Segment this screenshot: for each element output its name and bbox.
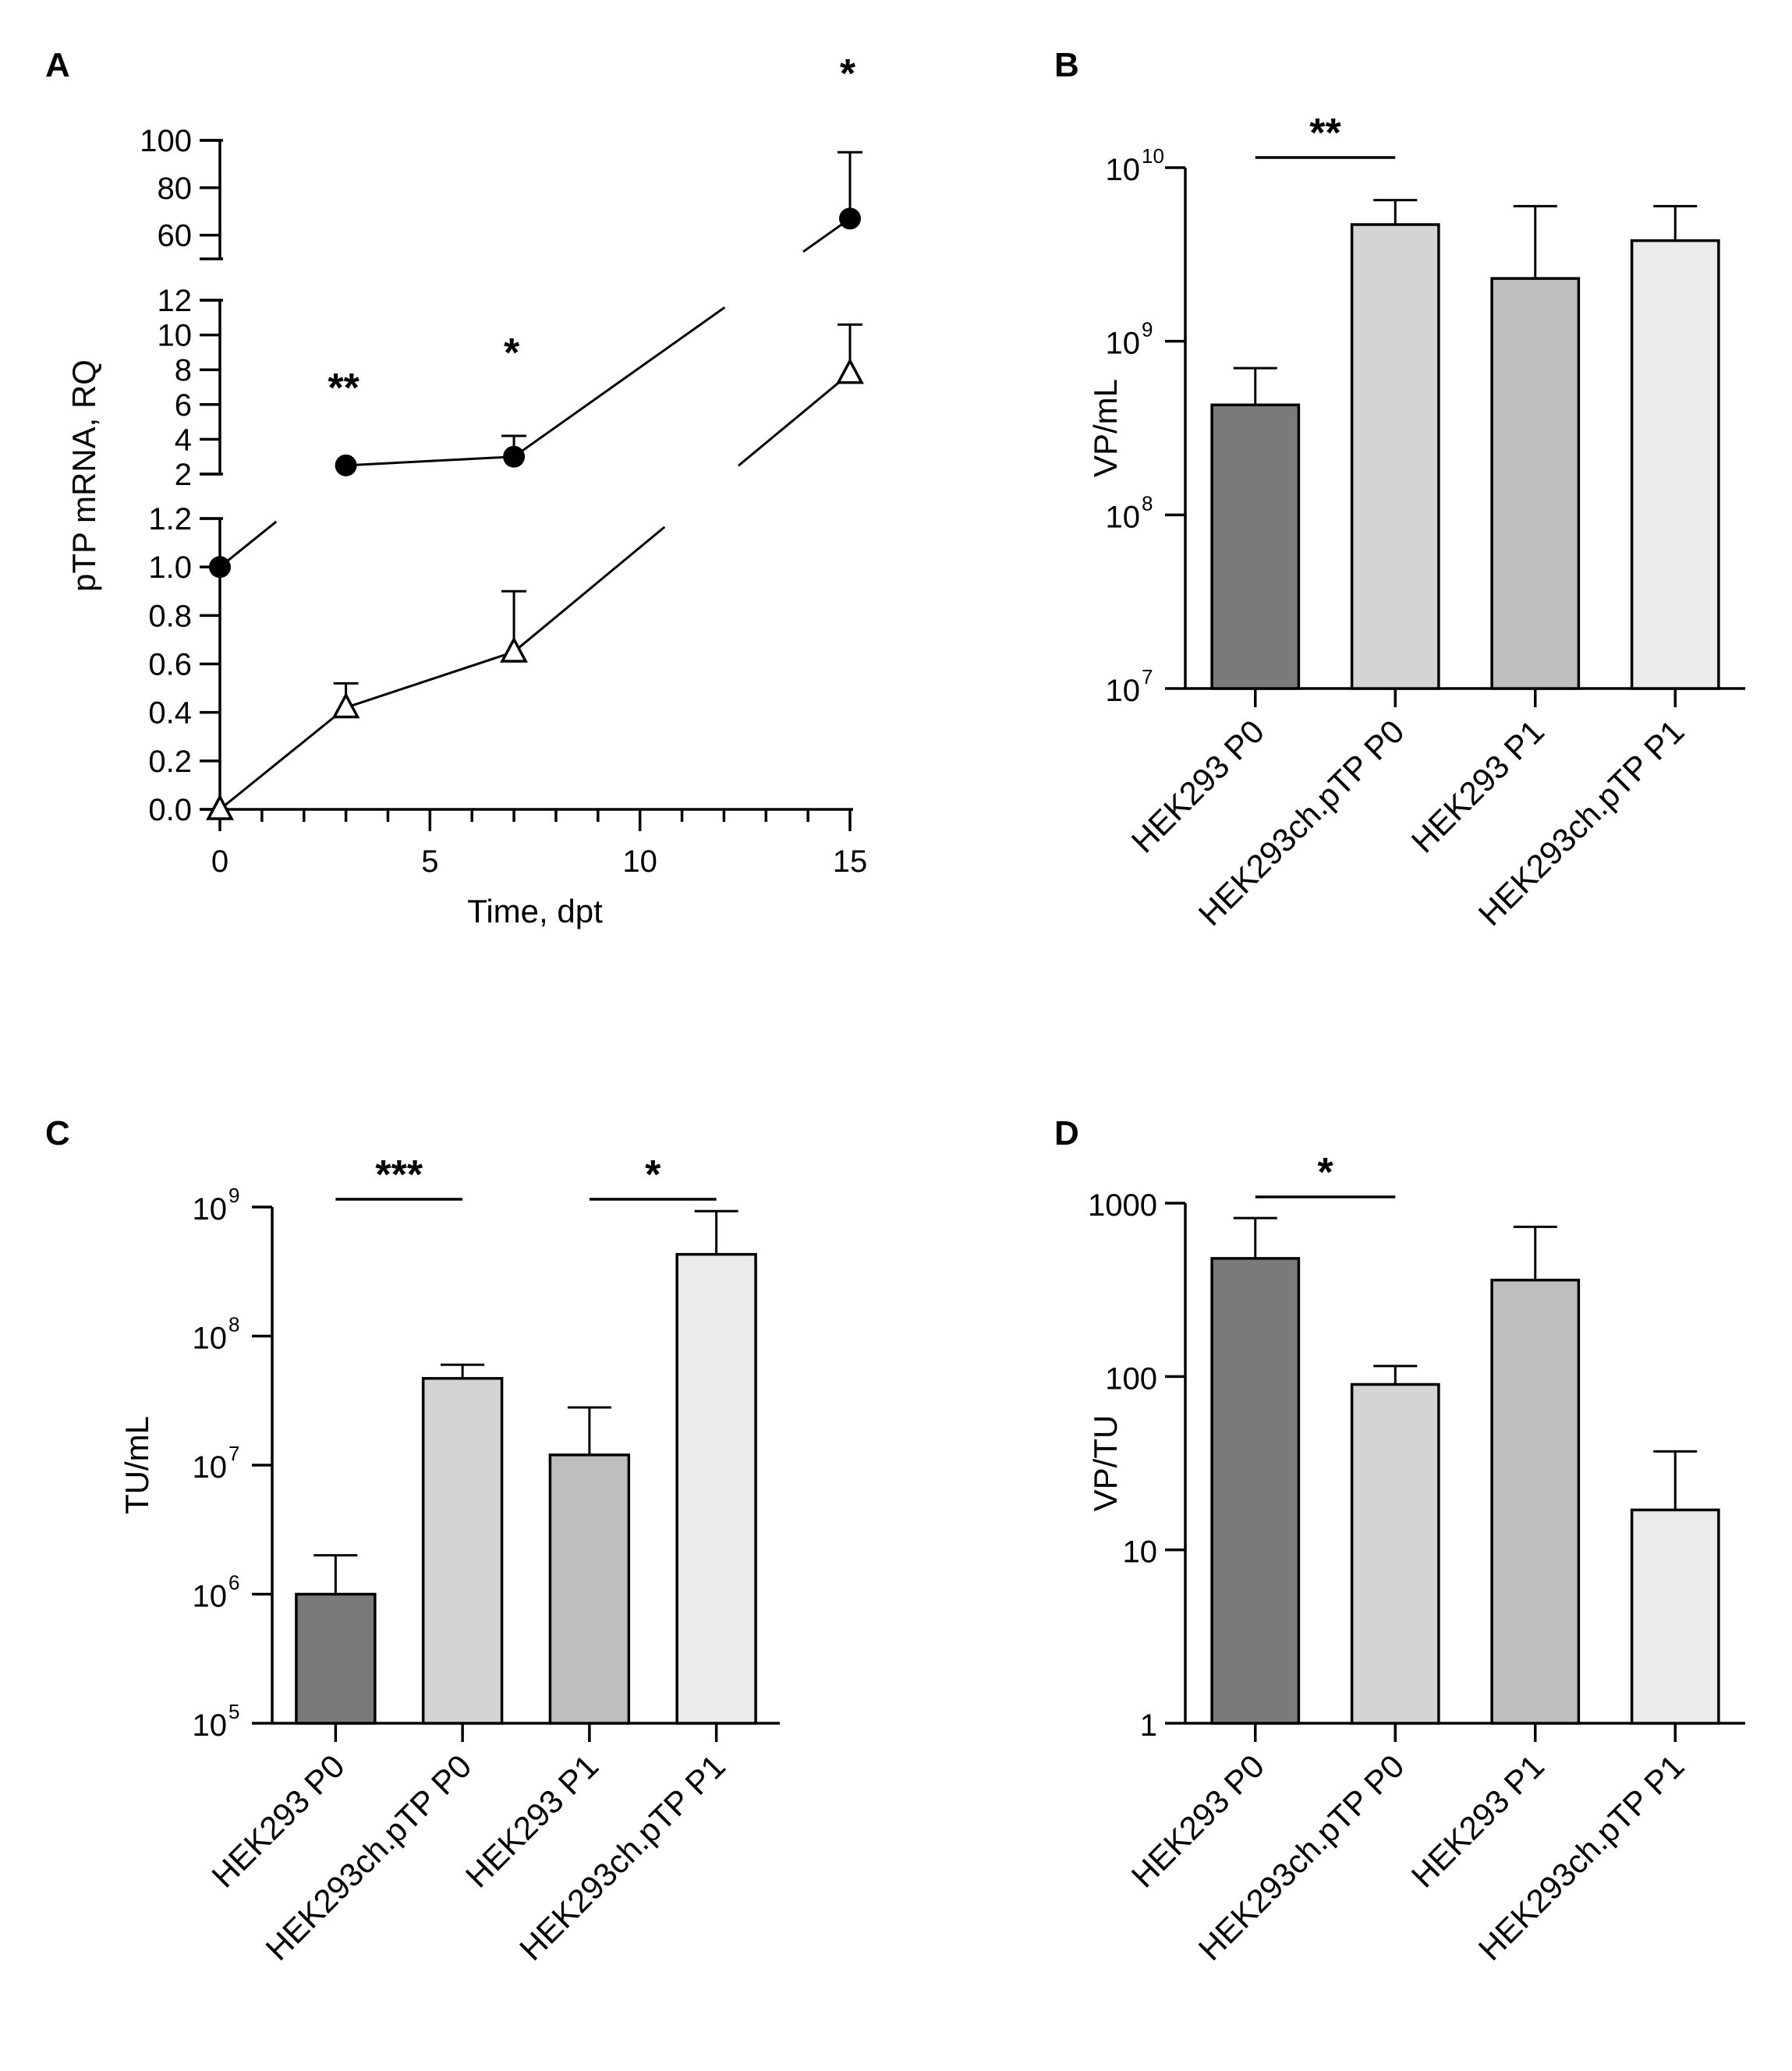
significance-stars: ** [1309,111,1341,156]
y-tick-label: 100 [1105,1361,1157,1396]
y-tick-exponent: 6 [228,1571,239,1595]
x-tick-label: 10 [622,844,657,879]
y-tick-label: 10 [1106,327,1141,361]
bar [675,1252,757,1725]
y-tick-label: 8 [175,353,192,388]
series-line-segment [219,520,278,568]
bar [1630,1508,1720,1725]
x-axis-label: Time, dpt [467,893,603,929]
y-axis-label: pTP mRNA, RQ [66,359,102,592]
bar [1350,223,1440,690]
y-tick-label: 10 [158,319,193,353]
data-point-circle [839,207,861,230]
significance-stars: ** [328,366,359,411]
y-tick-label: 1000 [1088,1188,1157,1223]
y-tick-label: 10 [1106,500,1141,534]
y-axis-label: VP/TU [1087,1415,1124,1512]
y-tick-label: 100 [140,124,192,158]
data-point-circle [209,556,231,579]
y-tick-exponent: 5 [228,1700,239,1723]
y-tick-exponent: 9 [228,1184,239,1207]
data-point-triangle [836,357,864,384]
bar [1630,239,1720,690]
bar [1210,403,1301,690]
y-tick-exponent: 8 [228,1313,239,1336]
y-tick-label: 80 [158,172,193,206]
y-tick-label: 4 [175,423,192,457]
x-tick-label: 15 [833,844,868,879]
y-tick-label: 0.8 [148,599,192,633]
y-tick-label: 1.2 [148,502,192,536]
significance-stars: *** [375,1152,423,1198]
series-line-segment [345,455,515,467]
category-label: HEK293 P0 [1124,1747,1271,1894]
y-tick-label: 10 [193,1450,228,1485]
bar [421,1377,504,1725]
y-tick-exponent: 7 [228,1442,239,1465]
significance-stars: * [840,51,856,97]
y-tick-exponent: 7 [1142,665,1153,689]
significance-stars: * [504,331,520,376]
y-tick-label: 1 [1140,1708,1157,1743]
y-tick-label: 6 [175,388,192,423]
x-tick-label: 0 [211,844,228,879]
series-line-segment [737,372,851,467]
panel-letter-a: A [45,46,70,84]
significance-stars: * [645,1152,661,1198]
bar [1490,277,1581,690]
y-tick-label: 2 [175,458,192,492]
y-tick-label: 0.4 [148,696,192,731]
data-point-triangle [206,794,234,820]
y-tick-label: 10 [1106,153,1141,187]
y-tick-label: 10 [193,1192,228,1227]
bar [295,1592,377,1725]
y-axis-label: VP/mL [1087,379,1124,477]
series-line-segment [513,526,666,653]
data-point-circle [335,454,357,476]
significance-stars: * [1317,1150,1333,1195]
series-line-segment [513,306,726,458]
category-label: HEK293 P1 [1404,713,1551,859]
bar [1490,1278,1581,1725]
category-label: HEK293ch.pTP P1 [512,1747,732,1967]
y-tick-label: 10 [193,1580,228,1614]
y-tick-label: 10 [1123,1535,1158,1570]
category-label: HEK293 P1 [1404,1747,1551,1894]
y-tick-label: 0.0 [148,793,192,827]
bar [1350,1382,1440,1725]
series-line-segment [219,706,347,811]
data-point-triangle [331,692,360,719]
y-tick-label: 1.0 [148,550,192,585]
y-tick-label: 0.6 [148,648,192,682]
y-tick-exponent: 10 [1142,144,1164,168]
y-tick-exponent: 9 [1142,318,1153,342]
data-point-circle [503,445,526,468]
y-tick-label: 10 [193,1322,228,1356]
data-point-triangle [500,636,528,663]
panel-letter-c: C [45,1114,70,1152]
x-tick-label: 5 [421,844,438,879]
bar [548,1453,631,1725]
y-axis-label: TU/mL [119,1416,155,1514]
category-label: HEK293ch.pTP P0 [259,1747,479,1967]
y-tick-exponent: 8 [1142,491,1153,515]
category-label: HEK293 P0 [1124,713,1271,859]
y-tick-label: 10 [193,1708,228,1743]
panel-letter-d: D [1054,1114,1079,1152]
series-line-segment [345,650,515,709]
panel-letter-b: B [1054,46,1079,84]
y-tick-label: 12 [158,284,193,318]
y-tick-label: 10 [1106,674,1141,708]
y-tick-label: 60 [158,219,193,253]
bar [1210,1257,1301,1725]
y-tick-label: 0.2 [148,745,192,779]
